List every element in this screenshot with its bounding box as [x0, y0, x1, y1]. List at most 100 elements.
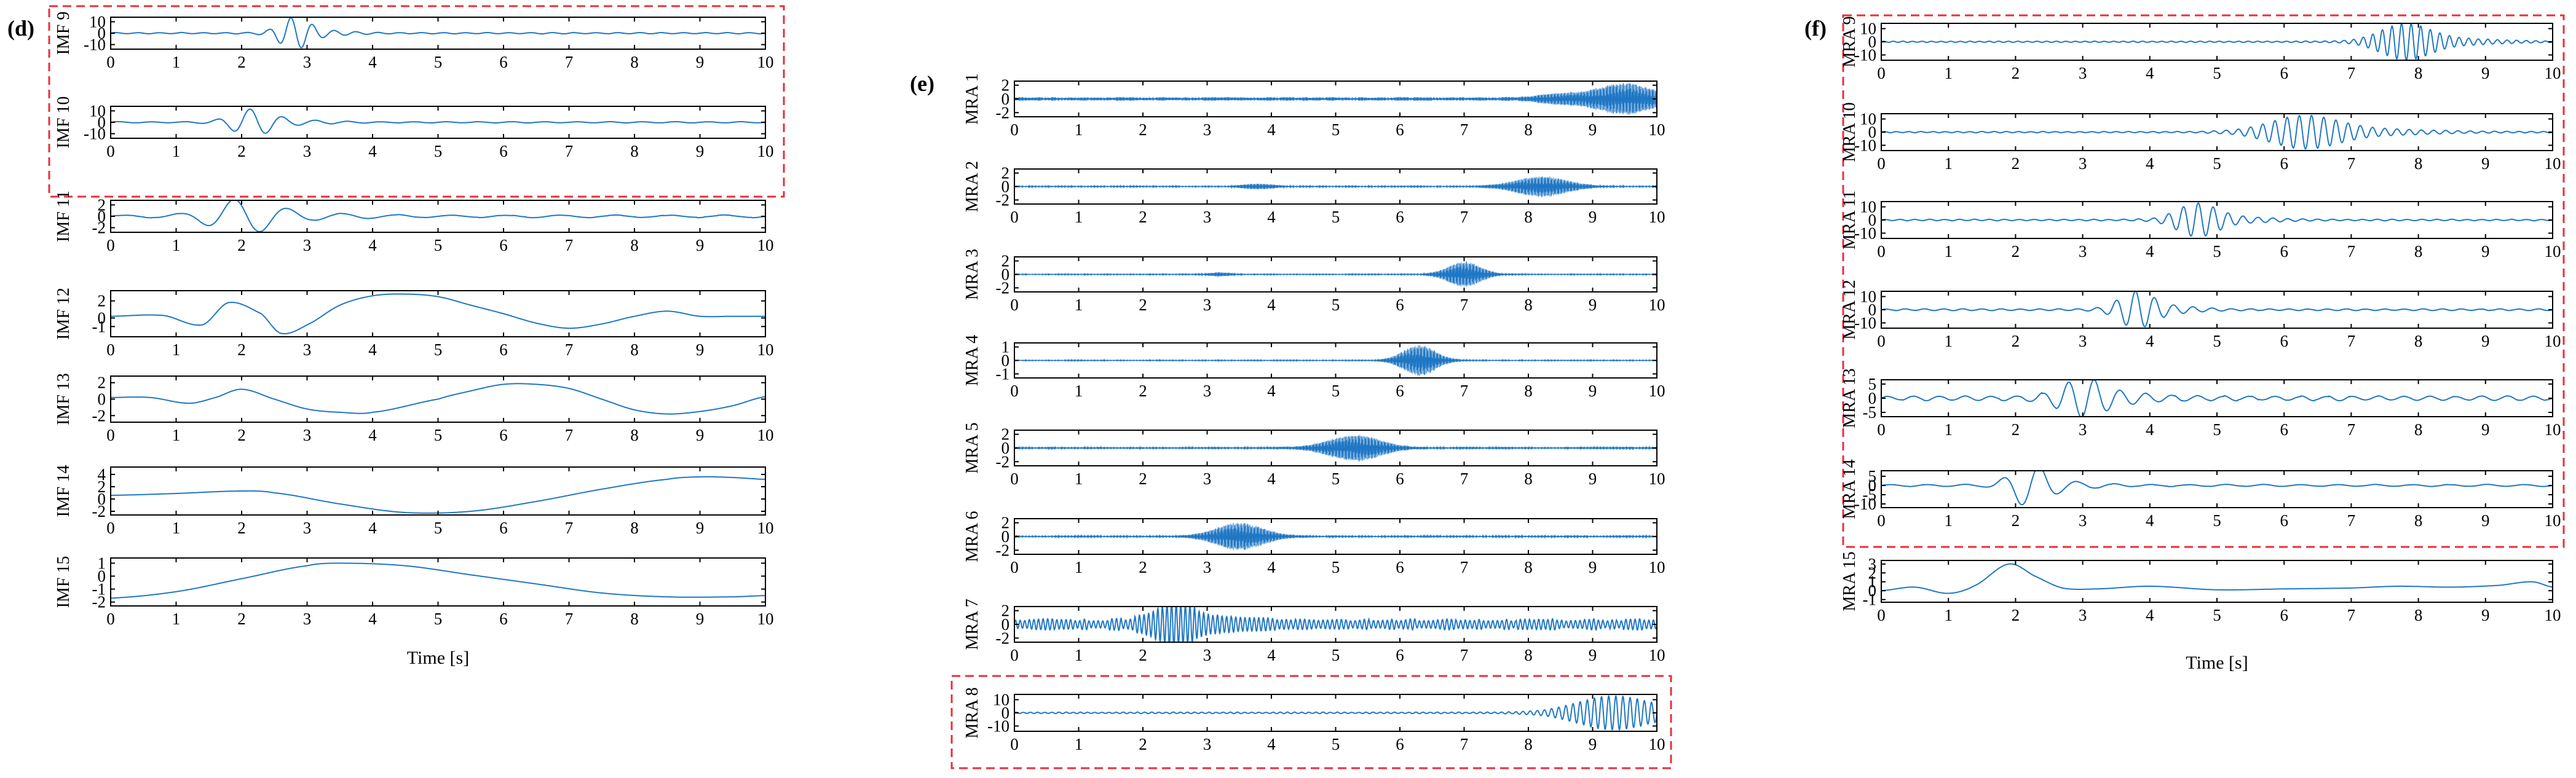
y-tick-label: 0: [1002, 90, 1010, 108]
x-tick-label: 5: [434, 610, 443, 628]
subplot-mra-12: [1881, 291, 2553, 329]
y-tick-label: -10: [1854, 224, 1876, 242]
panel-letter: (d): [7, 16, 34, 41]
x-tick-label: 4: [1267, 120, 1276, 139]
x-tick-label: 4: [1267, 296, 1276, 314]
x-tick-label: 2: [1139, 646, 1147, 664]
y-tick-label: -1: [996, 364, 1010, 383]
x-tick-label: 10: [757, 53, 774, 71]
x-tick-label: 9: [2481, 511, 2490, 530]
x-tick-label: 5: [434, 519, 443, 537]
x-tick-label: 9: [1589, 296, 1597, 314]
x-tick-label: 4: [368, 53, 377, 71]
x-tick-label: 3: [2079, 606, 2087, 624]
y-tick-label: 0: [1868, 476, 1877, 495]
x-tick-label: 1: [1075, 646, 1083, 664]
panel-ylabel: MRA 1: [963, 73, 982, 124]
y-tick-label: 3: [1868, 555, 1877, 573]
x-tick-label: 9: [696, 426, 705, 444]
x-tick-label: 2: [2012, 606, 2020, 624]
x-tick-label: 0: [1877, 242, 1886, 261]
x-tick-label: 1: [172, 340, 181, 359]
y-tick-label: 2: [1002, 425, 1010, 444]
x-tick-label: 8: [2414, 332, 2423, 350]
x-tick-label: 2: [2012, 154, 2020, 173]
x-tick-label: 10: [2545, 420, 2561, 439]
x-tick-label: 6: [1396, 470, 1404, 488]
y-tick-label: -10: [1854, 495, 1876, 513]
y-tick-label: 0: [1868, 33, 1877, 51]
x-tick-label: 8: [1524, 646, 1533, 664]
y-tick-label: 5: [1868, 375, 1877, 393]
panel-ylabel: IMF 9: [54, 12, 73, 55]
signal-line: [1881, 563, 2553, 594]
x-tick-label: 10: [1649, 120, 1665, 139]
y-tick-label: 1: [98, 554, 106, 572]
y-tick-label: -2: [92, 593, 106, 611]
x-tick-label: 1: [172, 142, 181, 160]
x-tick-label: 6: [2280, 332, 2288, 350]
panel-ylabel: MRA 6: [963, 511, 982, 562]
panel-ylabel: IMF 13: [54, 373, 73, 425]
subplot-mra-13: [1881, 379, 2553, 417]
x-tick-label: 4: [1267, 558, 1276, 576]
x-tick-label: 3: [303, 236, 312, 254]
x-tick-label: 3: [303, 519, 312, 537]
y-tick-label: -2: [996, 452, 1010, 471]
x-tick-label: 0: [1010, 382, 1019, 400]
x-tick-label: 3: [2079, 242, 2087, 261]
x-tick-label: 0: [1877, 420, 1886, 439]
y-tick-label: -1: [92, 580, 106, 599]
x-tick-label: 1: [1944, 154, 1953, 173]
x-tick-label: 10: [2545, 511, 2561, 530]
axes-frame: [110, 557, 766, 607]
signal-line: [1881, 202, 2553, 237]
x-tick-label: 8: [1524, 208, 1533, 226]
y-tick-label: 4: [98, 465, 106, 484]
x-tick-label: 5: [1332, 646, 1340, 664]
x-tick-label: 6: [499, 53, 508, 71]
panel-ylabel: MRA 5: [963, 422, 982, 473]
y-tick-label: 0: [98, 207, 106, 226]
x-tick-label: 7: [1460, 735, 1469, 753]
signal-line: [1014, 694, 1657, 731]
x-tick-label: 9: [696, 236, 705, 254]
x-tick-label: 5: [434, 340, 443, 359]
x-tick-label: 1: [1944, 511, 1953, 530]
x-tick-label: 9: [1589, 646, 1597, 664]
x-tick-label: 6: [499, 519, 508, 537]
x-tick-label: 4: [1267, 735, 1276, 753]
x-tick-label: 10: [2545, 606, 2561, 624]
x-tick-label: 6: [499, 610, 508, 628]
x-tick-label: 8: [2414, 511, 2423, 530]
x-tick-label: 7: [1460, 208, 1469, 226]
x-tick-label: 3: [2079, 332, 2087, 350]
x-tick-label: 6: [2280, 606, 2288, 624]
subplot-mra-9: [1881, 23, 2553, 61]
y-tick-label: 10: [89, 101, 106, 120]
signal-line: [1881, 291, 2553, 328]
x-tick-label: 2: [1139, 558, 1147, 576]
subplot-imf-15: [110, 557, 766, 607]
x-tick-label: 9: [1589, 208, 1597, 226]
x-tick-label: 6: [1396, 296, 1404, 314]
x-tick-label: 9: [2481, 64, 2490, 82]
x-tick-label: 2: [237, 610, 246, 628]
signal-line: [111, 293, 765, 334]
x-tick-label: 2: [237, 426, 246, 444]
x-tick-label: 7: [2347, 332, 2356, 350]
x-tick-label: 5: [2213, 606, 2221, 624]
signal-line: [111, 476, 765, 514]
x-tick-label: 8: [1524, 735, 1533, 753]
subplot-mra-5: [1014, 430, 1657, 466]
x-tick-label: 5: [2213, 332, 2221, 350]
y-tick-label: -2: [996, 103, 1010, 122]
x-tick-label: 7: [1460, 646, 1469, 664]
panel-ylabel: MRA 8: [963, 687, 982, 738]
x-tick-label: 4: [1267, 470, 1276, 488]
x-tick-label: 7: [2347, 511, 2356, 530]
panel-ylabel: IMF 14: [54, 465, 73, 517]
x-tick-label: 5: [434, 142, 443, 160]
x-tick-label: 8: [1524, 120, 1533, 139]
x-tick-label: 10: [757, 519, 774, 537]
